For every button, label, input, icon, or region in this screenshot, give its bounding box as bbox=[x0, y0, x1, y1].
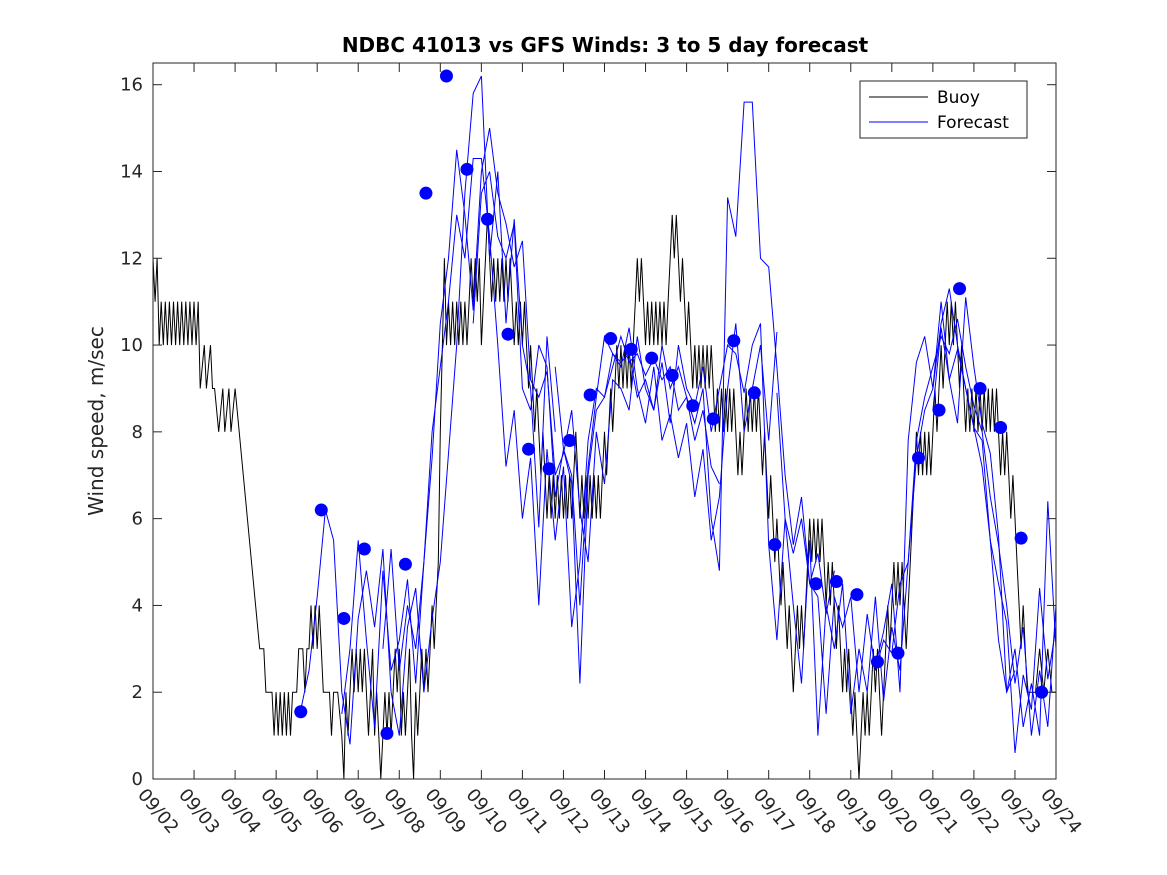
forecast-point bbox=[706, 412, 720, 426]
legend-forecast-label: Forecast bbox=[937, 113, 1009, 133]
forecast-point bbox=[481, 212, 495, 226]
legend-buoy-label: Buoy bbox=[937, 88, 980, 108]
forecast-series-line-7 bbox=[874, 297, 1056, 736]
forecast-point bbox=[994, 421, 1008, 435]
y-tick-label: 6 bbox=[132, 509, 143, 530]
forecast-point bbox=[665, 368, 679, 382]
forecast-point bbox=[624, 342, 638, 356]
y-tick-label: 14 bbox=[120, 161, 143, 182]
forecast-point bbox=[932, 403, 946, 417]
forecast-point bbox=[357, 542, 371, 556]
y-axis-label: Wind speed, m/sec bbox=[84, 326, 108, 516]
forecast-point bbox=[439, 69, 453, 83]
y-tick-label: 4 bbox=[132, 595, 143, 616]
y-tick-label: 0 bbox=[132, 769, 143, 790]
y-tick-label: 8 bbox=[132, 422, 143, 443]
forecast-point bbox=[583, 388, 597, 402]
y-tick-label: 2 bbox=[132, 682, 143, 703]
y-tick-label: 12 bbox=[120, 248, 143, 269]
forecast-point bbox=[380, 726, 394, 740]
y-tick-label: 10 bbox=[120, 335, 143, 356]
forecast-series-line-6 bbox=[776, 318, 1056, 736]
forecast-point bbox=[314, 503, 328, 517]
forecast-series-line-8 bbox=[932, 327, 1056, 754]
forecast-point bbox=[294, 705, 308, 719]
forecast-point bbox=[891, 646, 905, 660]
forecast-point bbox=[522, 442, 536, 456]
forecast-point bbox=[645, 351, 659, 365]
forecast-point bbox=[829, 575, 843, 589]
forecast-point bbox=[460, 162, 474, 176]
forecast-point bbox=[542, 462, 556, 476]
forecast-point bbox=[747, 386, 761, 400]
forecast-point bbox=[911, 451, 925, 465]
legend: Buoy Forecast bbox=[859, 80, 1028, 139]
forecast-point bbox=[501, 327, 515, 341]
forecast-point bbox=[398, 557, 412, 571]
forecast-point bbox=[850, 588, 864, 602]
forecast-point bbox=[1014, 531, 1028, 545]
forecast-point bbox=[768, 538, 782, 552]
forecast-point bbox=[727, 334, 741, 348]
forecast-point bbox=[337, 611, 351, 625]
forecast-point bbox=[604, 332, 618, 346]
forecast-point bbox=[973, 381, 987, 395]
legend-box bbox=[859, 80, 1028, 139]
forecast-point bbox=[686, 399, 700, 413]
forecast-point bbox=[870, 655, 884, 669]
y-tick-label: 16 bbox=[120, 75, 143, 96]
forecast-point bbox=[953, 282, 967, 296]
forecast-series-line-3 bbox=[382, 158, 778, 671]
forecast-point bbox=[563, 434, 577, 448]
chart-title: NDBC 41013 vs GFS Winds: 3 to 5 day fore… bbox=[342, 33, 869, 57]
forecast-point bbox=[1035, 685, 1049, 699]
forecast-point bbox=[419, 186, 433, 200]
forecast-point bbox=[809, 577, 823, 591]
buoy-series-line bbox=[153, 214, 1056, 779]
